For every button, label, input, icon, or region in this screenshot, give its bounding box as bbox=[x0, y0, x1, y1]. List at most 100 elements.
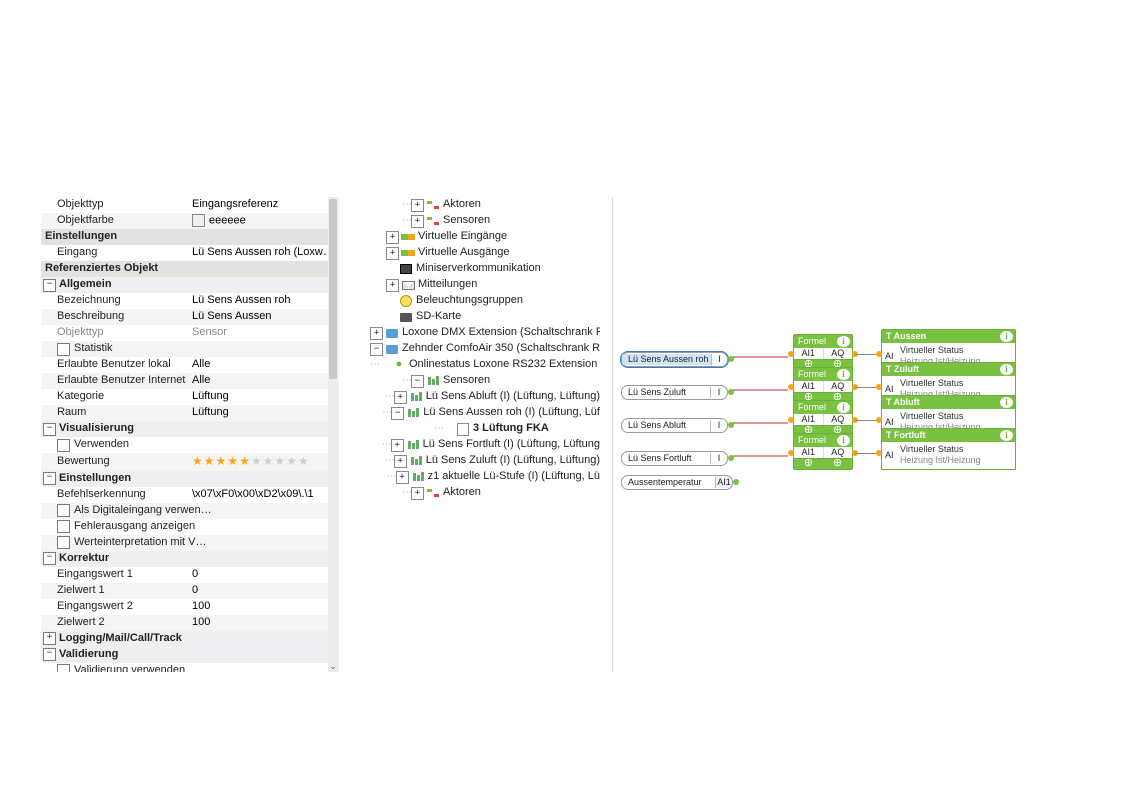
info-icon[interactable]: i bbox=[837, 435, 850, 446]
tree-node[interactable]: ⋯+Lü Sens Abluft (I) (Lüftung, Lüftung) bbox=[370, 389, 600, 405]
status-block[interactable]: T FortluftiAIVirtueller StatusHeizung Is… bbox=[881, 428, 1016, 470]
expand-icon[interactable]: + bbox=[386, 231, 399, 244]
expand-icon[interactable]: + bbox=[370, 327, 383, 340]
info-icon[interactable]: i bbox=[1000, 331, 1013, 342]
collapse-icon[interactable]: − bbox=[411, 375, 424, 388]
prop-row[interactable]: BeschreibungLü Sens Aussen bbox=[41, 309, 338, 325]
prop-row[interactable]: Objekttyp Eingangsreferenz bbox=[41, 197, 338, 213]
input-block[interactable]: Lü Sens Aussen rohI bbox=[621, 352, 728, 367]
prop-row[interactable]: Werteinterpretation mit V… bbox=[41, 535, 338, 551]
prop-row[interactable]: Eingangswert 10 bbox=[41, 567, 338, 583]
tree-node[interactable]: ⋯+z1 aktuelle Lü-Stufe (I) (Lüftung, Lü bbox=[370, 469, 600, 485]
port-stub-icon[interactable] bbox=[788, 351, 794, 357]
prop-row[interactable]: Zielwert 10 bbox=[41, 583, 338, 599]
prop-row[interactable]: Validierung verwenden bbox=[41, 663, 338, 672]
category-header[interactable]: −Einstellungen bbox=[41, 471, 338, 487]
tree-node[interactable]: ⋯+Lü Sens Zuluft (I) (Lüftung, Lüftung) bbox=[370, 453, 600, 469]
scroll-down-icon[interactable]: ⌄ bbox=[328, 660, 338, 672]
tree-node[interactable]: ⋯−Lü Sens Aussen roh (I) (Lüftung, Lüf bbox=[370, 405, 600, 421]
info-icon[interactable]: i bbox=[1000, 364, 1013, 375]
expand-icon[interactable]: + bbox=[386, 279, 399, 292]
checkbox[interactable] bbox=[57, 439, 70, 452]
expand-icon[interactable]: + bbox=[411, 487, 424, 500]
port-stub-icon[interactable] bbox=[733, 479, 739, 485]
rating-stars[interactable]: ★★★★★★★★★★ bbox=[192, 454, 336, 470]
expand-icon[interactable]: + bbox=[43, 632, 56, 645]
scrollbar-thumb[interactable] bbox=[329, 199, 337, 379]
scrollbar[interactable]: ⌄ bbox=[328, 197, 338, 672]
collapse-icon[interactable]: − bbox=[391, 407, 404, 420]
expand-icon[interactable]: + bbox=[394, 391, 407, 404]
expand-icon[interactable]: + bbox=[394, 455, 407, 468]
info-icon[interactable]: i bbox=[1000, 430, 1013, 441]
category-header[interactable]: −Visualisierung bbox=[41, 421, 338, 437]
category-header[interactable]: −Allgemein bbox=[41, 277, 338, 293]
tree-node[interactable]: ⋯−Sensoren bbox=[370, 373, 600, 389]
prop-row[interactable]: Objektfarbe eeeeee bbox=[41, 213, 338, 229]
prop-row[interactable]: Statistik bbox=[41, 341, 338, 357]
port-stub-icon[interactable] bbox=[788, 450, 794, 456]
tree-node[interactable]: Beleuchtungsgruppen bbox=[370, 293, 600, 309]
collapse-icon[interactable]: − bbox=[43, 279, 56, 292]
tree-node[interactable]: +Loxone DMX Extension (Schaltschrank R01 bbox=[370, 325, 600, 341]
prop-row[interactable]: Eingangswert 2100 bbox=[41, 599, 338, 615]
checkbox[interactable] bbox=[57, 343, 70, 356]
prop-row[interactable]: Zielwert 2100 bbox=[41, 615, 338, 631]
prop-row[interactable]: Erlaubte Benutzer InternetAlle bbox=[41, 373, 338, 389]
tree-node[interactable]: Miniserverkommunikation bbox=[370, 261, 600, 277]
prop-row[interactable]: Bewertung ★★★★★★★★★★ bbox=[41, 453, 338, 471]
prop-row[interactable]: Verwenden bbox=[41, 437, 338, 453]
tree-node[interactable]: −Zehnder ComfoAir 350 (Schaltschrank R01 bbox=[370, 341, 600, 357]
input-block[interactable]: Lü Sens ZuluftI bbox=[621, 385, 728, 400]
collapse-icon[interactable]: − bbox=[43, 648, 56, 661]
prop-row[interactable]: Eingang Lü Sens Aussen roh (Loxwom) bbox=[41, 245, 338, 261]
checkbox[interactable] bbox=[57, 536, 70, 549]
prop-row[interactable]: Befehlserkennung \x07\xF0\x00\xD2\x09\.\… bbox=[41, 487, 338, 503]
input-block[interactable]: Lü Sens AbluftI bbox=[621, 418, 728, 433]
port-stub-icon[interactable] bbox=[876, 417, 882, 423]
checkbox[interactable] bbox=[57, 664, 70, 672]
canvas-panel[interactable]: Lü Sens Aussen rohI Lü Sens ZuluftI Lü Sen… bbox=[612, 197, 1053, 672]
port-stub-icon[interactable] bbox=[876, 450, 882, 456]
info-icon[interactable]: i bbox=[837, 369, 850, 380]
collapse-icon[interactable]: − bbox=[370, 343, 383, 356]
info-icon[interactable]: i bbox=[837, 336, 850, 347]
formula-block[interactable]: FormeliAI1AQ⊕⊕ bbox=[793, 334, 853, 371]
formula-block[interactable]: FormeliAI1AQ⊕⊕ bbox=[793, 400, 853, 437]
add-port-icon[interactable]: ⊕ bbox=[823, 459, 852, 469]
checkbox[interactable] bbox=[57, 520, 70, 533]
expand-icon[interactable]: + bbox=[411, 199, 424, 212]
prop-row[interactable]: BezeichnungLü Sens Aussen roh bbox=[41, 293, 338, 309]
tree-node[interactable]: ⋯+Sensoren bbox=[370, 213, 600, 229]
formula-block[interactable]: FormeliAI1AQ⊕⊕ bbox=[793, 433, 853, 470]
port-stub-icon[interactable] bbox=[876, 351, 882, 357]
tree-node[interactable]: ⋯3 Lüftung FKA bbox=[370, 421, 600, 437]
tree-node[interactable]: SD-Karte bbox=[370, 309, 600, 325]
prop-row[interactable]: Als Digitaleingang verwen… bbox=[41, 503, 338, 519]
category-header[interactable]: −Validierung bbox=[41, 647, 338, 663]
tree-node[interactable]: +Mitteilungen bbox=[370, 277, 600, 293]
tree-node[interactable]: ⋯+Aktoren bbox=[370, 485, 600, 501]
info-icon[interactable]: i bbox=[837, 402, 850, 413]
prop-row[interactable]: Erlaubte Benutzer lokalAlle bbox=[41, 357, 338, 373]
collapse-icon[interactable]: − bbox=[43, 472, 56, 485]
info-icon[interactable]: i bbox=[1000, 397, 1013, 408]
expand-icon[interactable]: + bbox=[411, 215, 424, 228]
expand-icon[interactable]: + bbox=[391, 439, 404, 452]
tree-node[interactable]: ⋯+Aktoren bbox=[370, 197, 600, 213]
port-stub-icon[interactable] bbox=[788, 384, 794, 390]
prop-row[interactable]: RaumLüftung bbox=[41, 405, 338, 421]
tree-node[interactable]: ⋯●Onlinestatus Loxone RS232 Extension ( bbox=[370, 357, 600, 373]
input-block[interactable]: Lü Sens FortluftI bbox=[621, 451, 728, 466]
add-port-icon[interactable]: ⊕ bbox=[794, 459, 823, 469]
category-header[interactable]: +Logging/Mail/Call/Track bbox=[41, 631, 338, 647]
tree-node[interactable]: ⋯+Lü Sens Fortluft (I) (Lüftung, Lüftung bbox=[370, 437, 600, 453]
category-header[interactable]: −Korrektur bbox=[41, 551, 338, 567]
formula-block[interactable]: FormeliAI1AQ⊕⊕ bbox=[793, 367, 853, 404]
collapse-icon[interactable]: − bbox=[43, 552, 56, 565]
checkbox[interactable] bbox=[57, 504, 70, 517]
input-block[interactable]: AussentemperaturAI1 bbox=[621, 475, 733, 490]
port-stub-icon[interactable] bbox=[788, 417, 794, 423]
port-stub-icon[interactable] bbox=[876, 384, 882, 390]
tree-node[interactable]: +Virtuelle Ausgänge bbox=[370, 245, 600, 261]
